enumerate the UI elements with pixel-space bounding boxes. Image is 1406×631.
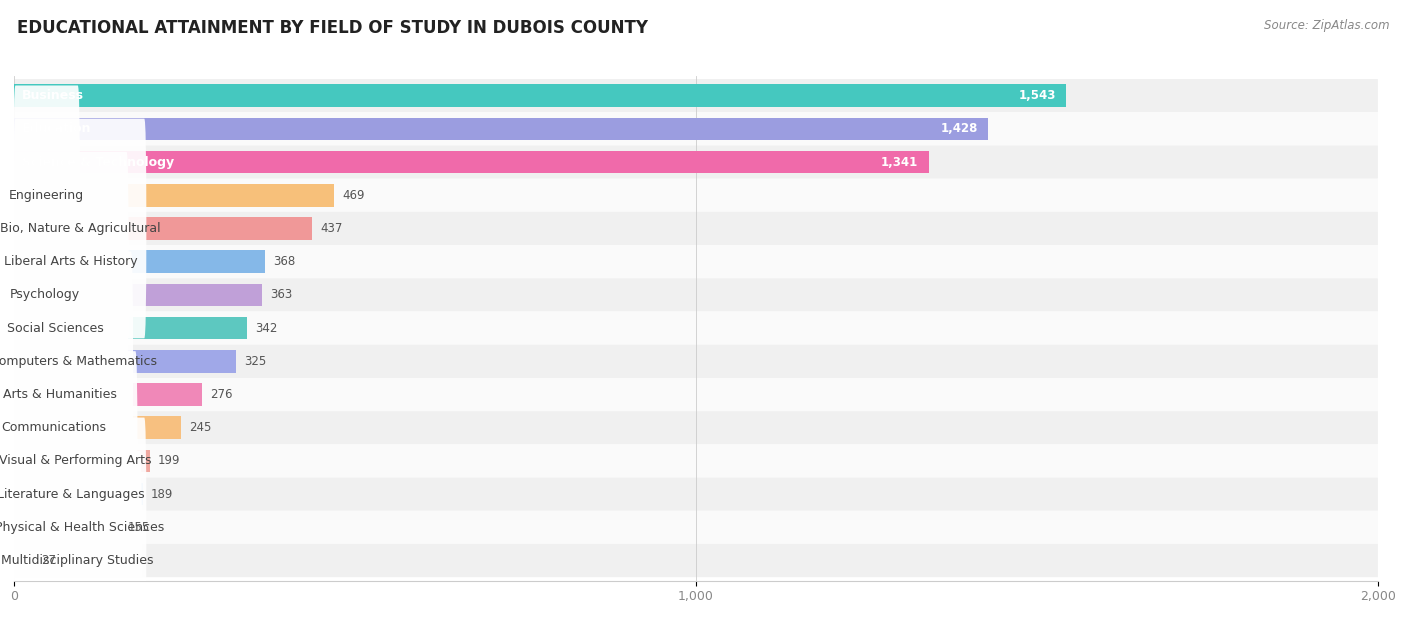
Text: Literature & Languages: Literature & Languages (0, 488, 145, 500)
FancyBboxPatch shape (14, 252, 134, 471)
FancyBboxPatch shape (14, 146, 1378, 179)
FancyBboxPatch shape (14, 185, 76, 404)
Text: Psychology: Psychology (10, 288, 80, 302)
FancyBboxPatch shape (14, 384, 128, 604)
Text: 469: 469 (342, 189, 364, 202)
Text: Business: Business (22, 89, 84, 102)
FancyBboxPatch shape (14, 378, 1378, 411)
Bar (14, 251, 264, 273)
Bar (14, 85, 1066, 107)
FancyBboxPatch shape (14, 345, 1378, 378)
Bar (14, 350, 236, 373)
Text: Arts & Humanities: Arts & Humanities (3, 388, 117, 401)
FancyBboxPatch shape (14, 179, 1378, 212)
Text: 199: 199 (157, 454, 180, 468)
Bar (14, 483, 143, 505)
FancyBboxPatch shape (14, 351, 138, 571)
Bar (14, 117, 988, 140)
Bar (14, 516, 120, 539)
Bar (14, 184, 333, 206)
FancyBboxPatch shape (14, 152, 128, 372)
FancyBboxPatch shape (14, 444, 1378, 478)
Bar (14, 383, 202, 406)
Text: Multidisciplinary Studies: Multidisciplinary Studies (1, 554, 153, 567)
Text: Communications: Communications (1, 422, 105, 434)
Text: 189: 189 (150, 488, 173, 500)
FancyBboxPatch shape (14, 510, 1378, 544)
Text: 363: 363 (270, 288, 292, 302)
Text: 1,428: 1,428 (941, 122, 977, 136)
FancyBboxPatch shape (14, 112, 1378, 146)
FancyBboxPatch shape (14, 212, 1378, 245)
FancyBboxPatch shape (14, 478, 1378, 510)
Text: Bio, Nature & Agricultural: Bio, Nature & Agricultural (0, 222, 160, 235)
Bar (14, 550, 32, 572)
Bar (14, 450, 150, 472)
Text: 1,341: 1,341 (882, 156, 918, 168)
Text: 342: 342 (256, 322, 278, 334)
Text: EDUCATIONAL ATTAINMENT BY FIELD OF STUDY IN DUBOIS COUNTY: EDUCATIONAL ATTAINMENT BY FIELD OF STUDY… (17, 19, 648, 37)
Text: 276: 276 (211, 388, 233, 401)
Text: 325: 325 (243, 355, 266, 368)
FancyBboxPatch shape (14, 544, 1378, 577)
Text: Education: Education (22, 122, 91, 136)
Text: Physical & Health Sciences: Physical & Health Sciences (0, 521, 165, 534)
Text: 437: 437 (321, 222, 343, 235)
Bar (14, 151, 928, 174)
Bar (14, 317, 247, 339)
FancyBboxPatch shape (14, 418, 146, 631)
FancyBboxPatch shape (14, 411, 1378, 444)
Text: Social Sciences: Social Sciences (7, 322, 104, 334)
Text: 245: 245 (190, 422, 212, 434)
Bar (14, 217, 312, 240)
FancyBboxPatch shape (14, 312, 1378, 345)
Text: Engineering: Engineering (8, 189, 84, 202)
Text: Science & Technology: Science & Technology (22, 156, 174, 168)
FancyBboxPatch shape (14, 278, 1378, 312)
FancyBboxPatch shape (14, 119, 146, 338)
Text: 155: 155 (128, 521, 150, 534)
Text: 1,543: 1,543 (1018, 89, 1056, 102)
FancyBboxPatch shape (14, 245, 1378, 278)
Bar (14, 416, 181, 439)
Text: 368: 368 (273, 255, 295, 268)
Bar (14, 283, 262, 306)
Text: Liberal Arts & History: Liberal Arts & History (4, 255, 138, 268)
Text: 27: 27 (41, 554, 56, 567)
FancyBboxPatch shape (14, 285, 107, 504)
Text: Visual & Performing Arts: Visual & Performing Arts (0, 454, 152, 468)
FancyBboxPatch shape (14, 79, 1378, 112)
Text: Source: ZipAtlas.com: Source: ZipAtlas.com (1264, 19, 1389, 32)
FancyBboxPatch shape (14, 451, 142, 631)
FancyBboxPatch shape (14, 85, 80, 305)
Text: Computers & Mathematics: Computers & Mathematics (0, 355, 156, 368)
FancyBboxPatch shape (14, 218, 97, 438)
FancyBboxPatch shape (14, 318, 93, 538)
